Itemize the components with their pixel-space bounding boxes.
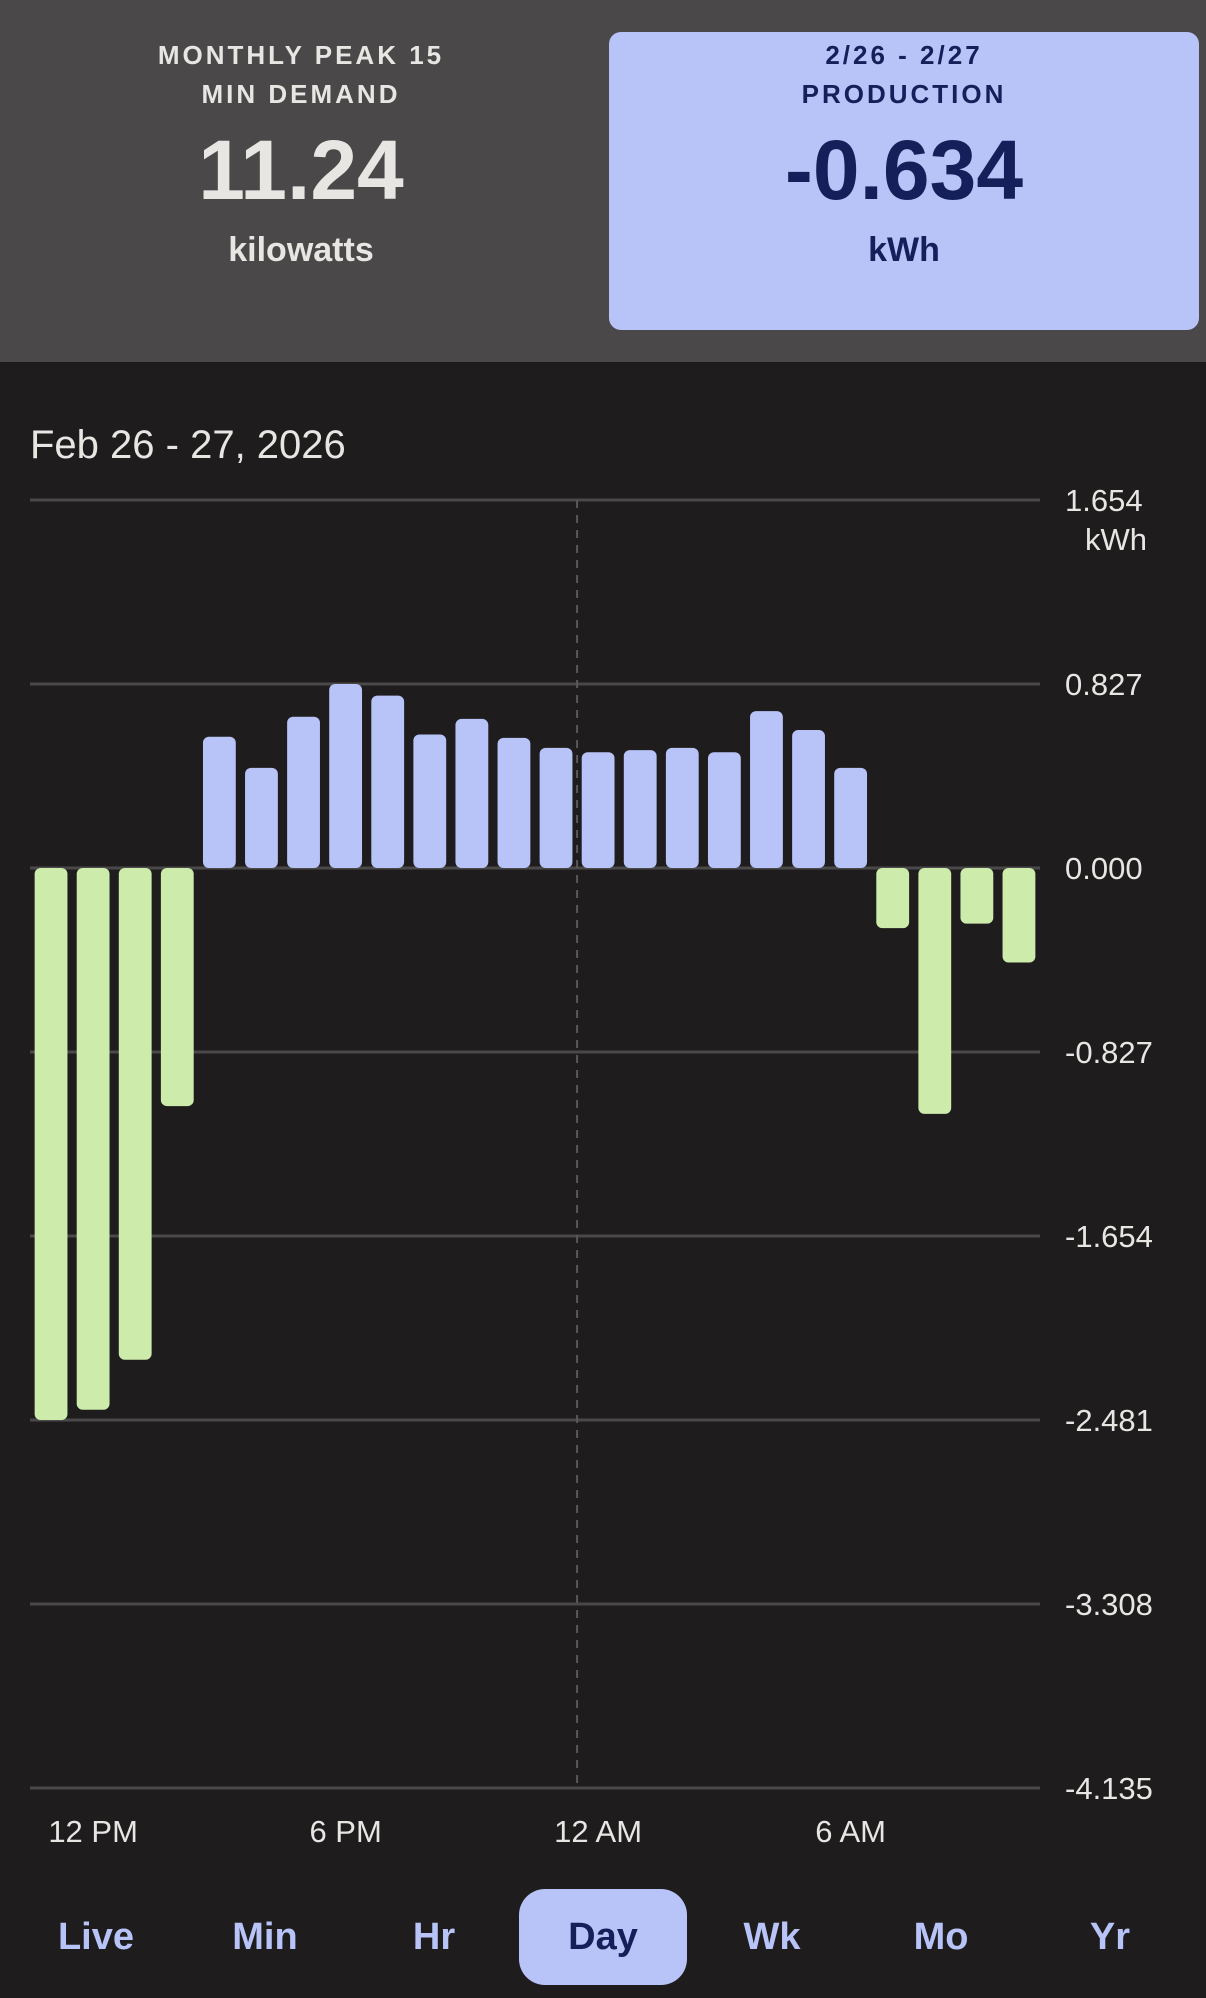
range-button-yr[interactable]: Yr xyxy=(1089,1916,1131,1958)
bar[interactable] xyxy=(160,868,194,1107)
bar[interactable] xyxy=(287,716,320,868)
peak-demand-title-line1: MONTHLY PEAK 15 xyxy=(157,40,445,70)
bar[interactable] xyxy=(834,767,868,868)
range-button-day[interactable]: Day xyxy=(519,1889,687,1985)
range-button-live[interactable]: Live xyxy=(57,1916,135,1958)
production-label: PRODUCTION xyxy=(801,79,1007,109)
bar[interactable] xyxy=(539,747,573,868)
production-unit: kWh xyxy=(868,231,940,269)
bar[interactable] xyxy=(876,868,910,929)
bar[interactable] xyxy=(792,730,825,868)
peak-demand-title: MONTHLY PEAK 15 MIN DEMAND xyxy=(20,36,582,114)
bar[interactable] xyxy=(497,737,531,868)
bar[interactable] xyxy=(707,752,741,868)
bar[interactable] xyxy=(750,711,783,868)
y-tick-label: 0.827 xyxy=(1065,667,1143,702)
bar[interactable] xyxy=(118,868,152,1360)
y-tick-label: -0.827 xyxy=(1065,1035,1153,1070)
y-tick-label: -4.135 xyxy=(1065,1771,1153,1806)
peak-demand-card: MONTHLY PEAK 15 MIN DEMAND 11.24 kilowat… xyxy=(20,32,582,330)
y-tick-label: 0.000 xyxy=(1065,851,1143,886)
bar[interactable] xyxy=(1002,868,1036,963)
time-range-selector: Live Min Hr Day Wk Mo Yr xyxy=(0,1885,1206,1985)
production-card[interactable]: 2/26 - 2/27 PRODUCTION -0.634 kWh xyxy=(609,32,1199,330)
bar[interactable] xyxy=(918,868,952,1114)
chart-bars[interactable] xyxy=(34,684,1036,1420)
range-button-hr[interactable]: Hr xyxy=(412,1916,456,1958)
y-tick-label: -1.654 xyxy=(1065,1219,1153,1254)
x-axis-labels: 12 PM 6 PM 12 AM 6 AM xyxy=(48,1814,886,1849)
bar[interactable] xyxy=(413,734,447,868)
y-tick-label: 1.654 xyxy=(1065,483,1143,518)
y-tick-label: -2.481 xyxy=(1065,1403,1153,1438)
peak-demand-value: 11.24 xyxy=(198,123,404,217)
production-value: -0.634 xyxy=(784,123,1024,217)
y-axis-labels: 1.654 kWh 0.827 0.000 -0.827 -1.654 -2.481 -3.3… xyxy=(1065,483,1153,1806)
header-summary: MONTHLY PEAK 15 MIN DEMAND 11.24 kilowat… xyxy=(0,0,1206,362)
x-tick-label: 6 PM xyxy=(309,1814,381,1849)
peak-demand-title-line2: MIN DEMAND xyxy=(201,79,401,109)
x-tick-label: 6 AM xyxy=(815,1814,886,1849)
range-button-min[interactable]: Min xyxy=(232,1916,298,1958)
bar[interactable] xyxy=(581,752,615,868)
x-tick-label: 12 AM xyxy=(554,1814,642,1849)
bar[interactable] xyxy=(665,747,699,868)
production-title: 2/26 - 2/27 PRODUCTION xyxy=(609,36,1199,114)
bar[interactable] xyxy=(34,868,68,1420)
range-button-mo[interactable]: Mo xyxy=(913,1916,969,1958)
energy-bar-chart[interactable]: 1.654 kWh 0.827 0.000 -0.827 -1.654 -2.481 -3.3… xyxy=(0,480,1206,1880)
bar[interactable] xyxy=(245,767,278,868)
bar[interactable] xyxy=(329,684,363,868)
bar[interactable] xyxy=(202,736,236,868)
peak-demand-unit: kilowatts xyxy=(228,231,374,269)
chart-date-label: Feb 26 - 27, 2026 xyxy=(30,423,346,467)
y-axis-unit: kWh xyxy=(1085,522,1147,557)
x-tick-label: 12 PM xyxy=(48,1814,138,1849)
y-tick-label: -3.308 xyxy=(1065,1587,1153,1622)
bar[interactable] xyxy=(371,695,405,868)
bar[interactable] xyxy=(455,718,489,868)
production-date-range: 2/26 - 2/27 xyxy=(825,40,983,70)
bar[interactable] xyxy=(76,868,110,1410)
range-button-wk[interactable]: Wk xyxy=(743,1916,801,1958)
chart-grid xyxy=(30,498,1040,1790)
bar[interactable] xyxy=(960,868,994,924)
bar[interactable] xyxy=(623,750,657,868)
